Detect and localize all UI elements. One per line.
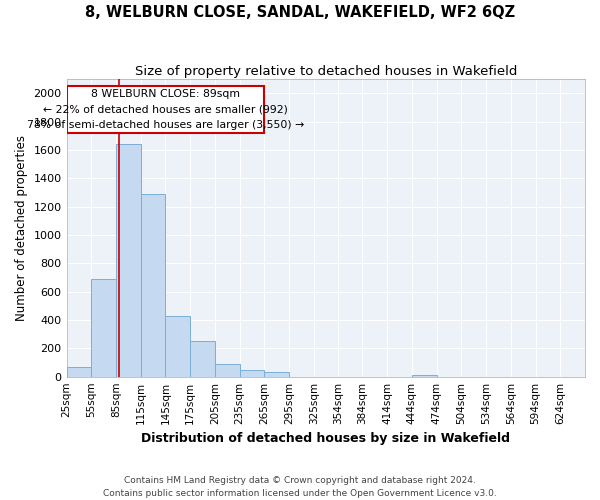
Y-axis label: Number of detached properties: Number of detached properties [15,135,28,321]
Text: 8, WELBURN CLOSE, SANDAL, WAKEFIELD, WF2 6QZ: 8, WELBURN CLOSE, SANDAL, WAKEFIELD, WF2… [85,5,515,20]
Bar [190,342,215,376]
Title: Size of property relative to detached houses in Wakefield: Size of property relative to detached ho… [134,65,517,78]
Text: Contains HM Land Registry data © Crown copyright and database right 2024.
Contai: Contains HM Land Registry data © Crown c… [103,476,497,498]
Bar [141,194,166,376]
Bar [67,368,91,376]
Bar [215,364,239,376]
Bar [166,316,190,376]
Bar [239,370,265,376]
Bar [67,86,265,133]
Bar [265,372,289,376]
Text: 8 WELBURN CLOSE: 89sqm
← 22% of detached houses are smaller (992)
78% of semi-de: 8 WELBURN CLOSE: 89sqm ← 22% of detached… [27,89,304,130]
Bar [412,374,437,376]
X-axis label: Distribution of detached houses by size in Wakefield: Distribution of detached houses by size … [141,432,510,445]
Bar [91,279,116,376]
Bar [116,144,141,376]
